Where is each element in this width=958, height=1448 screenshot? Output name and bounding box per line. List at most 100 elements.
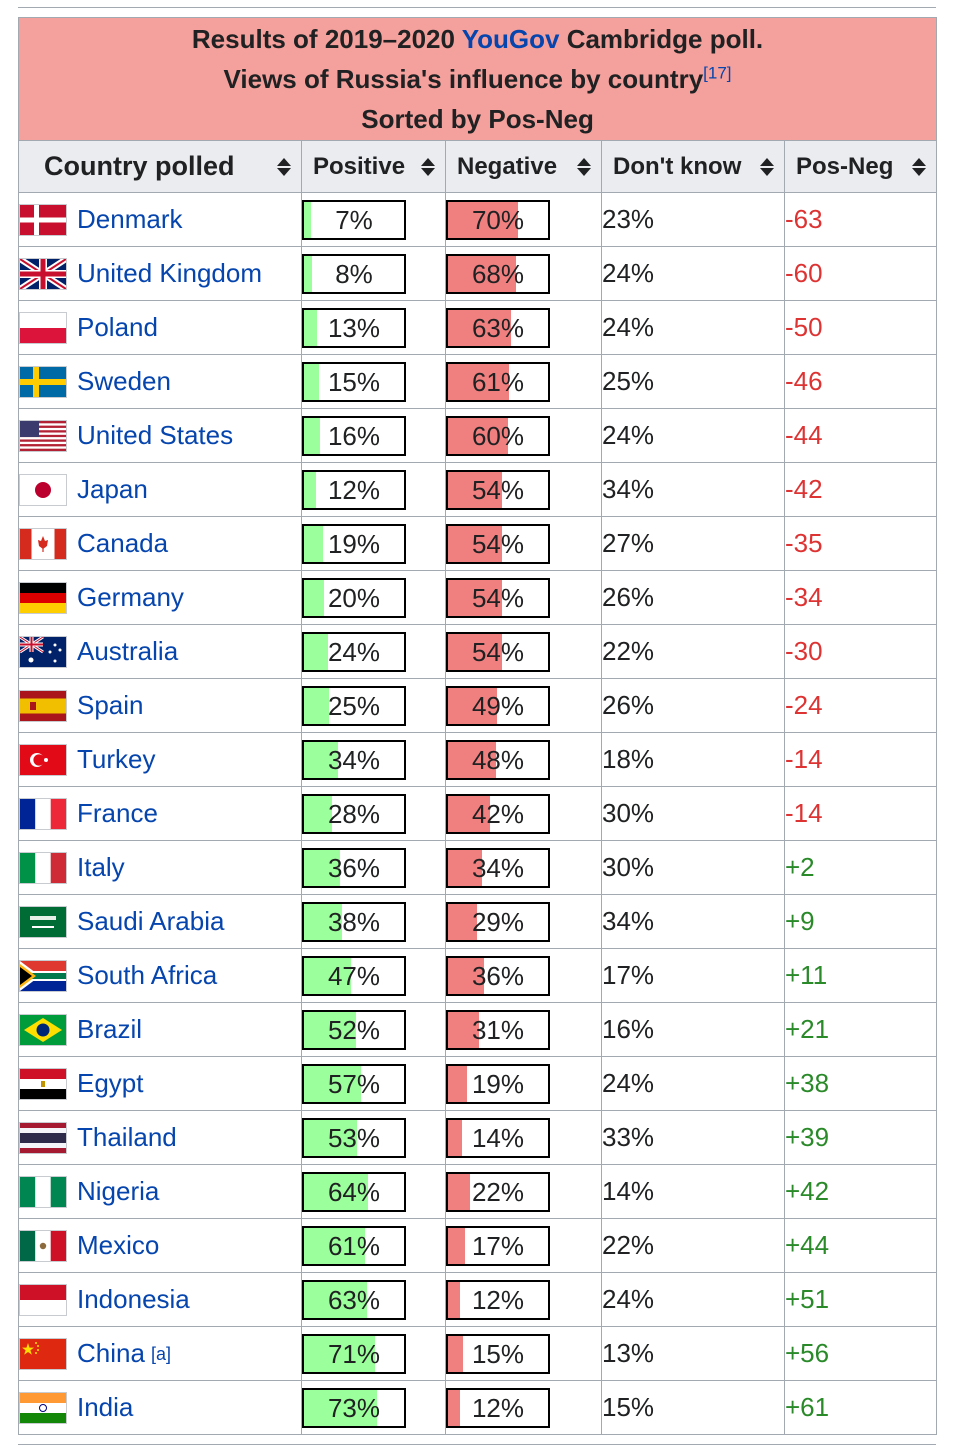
table-caption: Results of 2019–2020 YouGov Cambridge po… [17,17,938,141]
negative-cell: 12% [445,1380,602,1435]
country-link[interactable]: Brazil [77,1014,143,1044]
country-link[interactable]: Saudi Arabia [77,906,225,936]
negative-bar-fill [448,1011,479,1048]
country-cell: Nigeria [18,1164,302,1219]
yougov-link[interactable]: YouGov [461,24,560,54]
table-row: Japan 12% 54% 34% -42 [18,462,938,517]
country-link[interactable]: United Kingdom [77,258,262,288]
country-link[interactable]: France [77,798,158,828]
negative-cell: 29% [445,894,602,949]
country-link[interactable]: Japan [77,474,148,504]
negative-value: 42% [471,798,525,829]
country-link[interactable]: Germany [77,582,184,612]
country-link[interactable]: Australia [77,636,179,666]
table-row: Poland 13% 63% 24% -50 [18,300,938,355]
positive-cell: 25% [301,678,446,733]
negative-value: 54% [471,582,525,613]
dont-know-cell: 17% [601,948,785,1003]
country-link[interactable]: China [77,1338,145,1368]
positive-bar: 7% [302,199,406,240]
pos-neg-cell: +11 [783,948,938,1003]
header-pos-neg[interactable]: Pos-Neg [783,140,938,193]
country-link[interactable]: Egypt [77,1068,144,1098]
positive-bar-fill [304,471,316,508]
negative-cell: 49% [445,678,602,733]
negative-bar: 15% [446,1333,550,1374]
positive-bar: 53% [302,1117,406,1158]
header-country-polled[interactable]: Country polled [18,140,302,193]
country-link[interactable]: South Africa [77,960,218,990]
negative-bar: 70% [446,199,550,240]
country-link[interactable]: Italy [77,852,125,882]
country-link[interactable]: United States [77,420,234,450]
dont-know-cell: 15% [601,1380,785,1435]
country-link[interactable]: India [77,1392,134,1422]
table-row: Germany 20% 54% 26% -34 [18,570,938,625]
indonesia-flag-icon [19,1283,67,1316]
united-states-flag-icon [19,419,67,452]
positive-value: 63% [327,1284,381,1315]
positive-cell: 71% [301,1326,446,1381]
positive-cell: 8% [301,246,446,301]
dont-know-cell: 33% [601,1110,785,1165]
country-link[interactable]: Sweden [77,366,171,396]
negative-value: 60% [471,420,525,451]
header-dont-know[interactable]: Don't know [601,140,785,193]
country-link[interactable]: Denmark [77,204,183,234]
dont-know-cell: 24% [601,408,785,463]
positive-value: 16% [327,420,381,451]
sort-icon[interactable] [912,157,927,177]
positive-cell: 73% [301,1380,446,1435]
mexico-flag-icon [19,1229,67,1262]
header-negative[interactable]: Negative [445,140,602,193]
canada-flag-icon [19,527,67,560]
pos-neg-cell: +51 [783,1272,938,1327]
positive-bar-fill [304,579,324,616]
sort-icon[interactable] [421,157,435,177]
sort-icon[interactable] [760,157,774,177]
reference-17[interactable]: [17] [703,63,732,83]
country-link[interactable]: Canada [77,528,169,558]
negative-bar: 60% [446,415,550,456]
positive-cell: 34% [301,732,446,787]
negative-value: 54% [471,474,525,505]
country-link[interactable]: Indonesia [77,1284,190,1314]
dont-know-value: 34% [602,474,655,504]
negative-value: 70% [471,204,525,235]
pos-neg-value: +38 [785,1068,830,1098]
sort-icon[interactable] [277,157,291,177]
table-row: Brazil 52% 31% 16% +21 [18,1002,938,1057]
country-link[interactable]: Nigeria [77,1176,160,1206]
pos-neg-value: -44 [785,420,823,450]
negative-cell: 31% [445,1002,602,1057]
negative-bar: 54% [446,631,550,672]
table-row: Canada 19% 54% 27% -35 [18,516,938,571]
country-link[interactable]: Poland [77,312,158,342]
pos-neg-cell: +44 [783,1218,938,1273]
negative-bar-fill [448,417,508,454]
egypt-flag-icon [19,1067,67,1100]
country-link[interactable]: Thailand [77,1122,177,1152]
negative-bar-fill [448,1065,467,1102]
sort-icon[interactable] [577,157,591,177]
table-row: Italy 36% 34% 30% +2 [18,840,938,895]
country-cell: Mexico [18,1218,302,1273]
positive-value: 24% [327,636,381,667]
negative-bar: 42% [446,793,550,834]
country-link[interactable]: Spain [77,690,144,720]
negative-bar: 54% [446,577,550,618]
negative-bar: 49% [446,685,550,726]
header-positive[interactable]: Positive [301,140,446,193]
dont-know-value: 26% [602,690,655,720]
saudi-arabia-flag-icon [19,905,67,938]
dont-know-value: 27% [602,528,655,558]
turkey-flag-icon [19,743,67,776]
positive-bar-fill [304,255,312,292]
pos-neg-cell: -14 [783,732,938,787]
pos-neg-value: -14 [785,744,823,774]
country-link[interactable]: Mexico [77,1230,160,1260]
positive-bar: 57% [302,1063,406,1104]
pos-neg-cell: +61 [783,1380,938,1435]
country-link[interactable]: Turkey [77,744,156,774]
dont-know-cell: 34% [601,462,785,517]
